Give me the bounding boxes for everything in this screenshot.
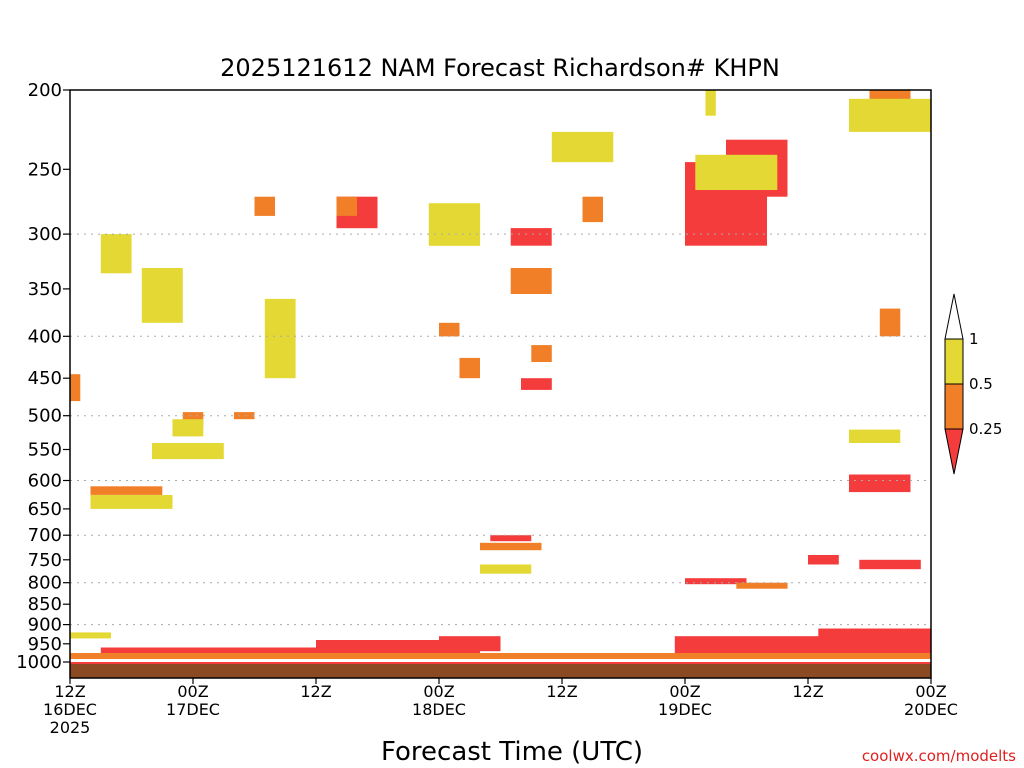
cell-orange-12 — [480, 542, 542, 551]
y-tick-label-750: 750 — [28, 550, 62, 571]
cell-orange-13 — [582, 196, 603, 223]
cell-orange-0 — [90, 486, 163, 495]
cell-orange-4 — [459, 357, 480, 379]
x-axis-title: Forecast Time (UTC) — [381, 737, 643, 767]
y-tick-label-950: 950 — [28, 634, 62, 655]
cell-yellow-3 — [264, 298, 296, 379]
cell-orange-8 — [879, 308, 901, 337]
x-tick-label-0-1: 16DEC — [43, 700, 97, 719]
y-tick-label-500: 500 — [28, 406, 62, 427]
y-tick-label-450: 450 — [28, 368, 62, 389]
cell-red-10 — [521, 378, 552, 390]
cell-red-9 — [510, 228, 552, 246]
cell-orange-6 — [531, 345, 552, 362]
y-tick-label-800: 800 — [28, 573, 62, 594]
cell-yellow-12 — [849, 429, 901, 443]
cell-orange-2 — [336, 196, 357, 216]
cell-yellow-9 — [70, 632, 111, 639]
x-tick-label-12-0: 00Z — [177, 682, 208, 701]
cell-yellow-11 — [480, 564, 532, 574]
x-tick-label-0-0: 12Z — [54, 682, 85, 701]
cell-orange-14 — [736, 582, 788, 589]
x-tick-label-12-1: 17DEC — [166, 700, 220, 719]
y-tick-label-400: 400 — [28, 326, 62, 347]
cell-red-16 — [808, 555, 839, 565]
ground-band — [70, 664, 931, 678]
x-tick-label-60-0: 00Z — [669, 682, 700, 701]
legend-label-2: 1 — [969, 330, 979, 348]
x-tick-label-60-1: 19DEC — [658, 700, 712, 719]
y-tick-label-650: 650 — [28, 499, 62, 520]
cell-red-3 — [439, 636, 501, 652]
cell-yellow-6 — [695, 154, 778, 190]
x-tick-label-36-1: 18DEC — [412, 700, 466, 719]
y-tick-label-550: 550 — [28, 440, 62, 461]
y-tick-label-1000: 1000 — [16, 652, 62, 673]
y-tick-label-350: 350 — [28, 279, 62, 300]
y-tick-label-850: 850 — [28, 594, 62, 615]
x-tick-label-24-0: 12Z — [300, 682, 331, 701]
cell-yellow-8 — [705, 90, 716, 116]
cell-orange-3 — [439, 322, 460, 337]
cell-orange-1 — [254, 196, 275, 216]
legend-label-1: 0.5 — [969, 375, 993, 393]
cell-orange-5 — [510, 268, 552, 294]
x-tick-label-0-2: 2025 — [50, 718, 91, 737]
cell-yellow-0 — [90, 495, 173, 509]
cell-yellow-4 — [428, 203, 481, 246]
cell-yellow-5 — [551, 131, 614, 163]
legend-bin-orange — [944, 383, 964, 430]
cell-red-13 — [859, 559, 921, 570]
plot-frame — [69, 89, 932, 679]
cell-red-11 — [490, 535, 532, 542]
y-tick-label-700: 700 — [28, 525, 62, 546]
legend-bin-white — [944, 293, 964, 340]
cell-yellow-1 — [100, 234, 132, 274]
cell-yellow-10 — [152, 443, 224, 460]
y-tick-label-900: 900 — [28, 615, 62, 636]
y-tick-label-200: 200 — [28, 80, 62, 101]
cell-red-12 — [849, 474, 911, 493]
x-tick-label-84-1: 20DEC — [904, 700, 958, 719]
x-tick-label-72-0: 12Z — [792, 682, 823, 701]
cell-yellow-7 — [849, 98, 931, 132]
cell-orange-9 — [70, 374, 81, 402]
legend-bin-yellow — [944, 338, 964, 385]
y-tick-label-300: 300 — [28, 224, 62, 245]
chart-title: 2025121612 NAM Forecast Richardson# KHPN — [220, 54, 780, 82]
x-tick-label-36-0: 00Z — [423, 682, 454, 701]
ground-fill — [70, 664, 931, 678]
cell-yellow-2 — [141, 268, 183, 323]
legend: 0.25 0.5 1 — [944, 293, 1002, 475]
cell-orange-11 — [234, 412, 255, 420]
x-tick-label-84-0: 00Z — [915, 682, 946, 701]
cell-red-1 — [100, 647, 317, 657]
credit-text: coolwx.com/modelts — [862, 747, 1016, 765]
y-tick-label-600: 600 — [28, 471, 62, 492]
x-tick-label-48-0: 12Z — [546, 682, 577, 701]
y-tick-label-250: 250 — [28, 159, 62, 180]
legend-label-0: 0.25 — [969, 420, 1002, 438]
cell-orange-15 — [70, 653, 931, 659]
cell-yellow-13 — [172, 419, 204, 437]
cell-red-15 — [685, 578, 747, 585]
cell-red-5 — [818, 628, 932, 657]
y-axis: 200 250 300 350 400 450 500 550 600 650 700 7508008… — [16, 80, 70, 673]
